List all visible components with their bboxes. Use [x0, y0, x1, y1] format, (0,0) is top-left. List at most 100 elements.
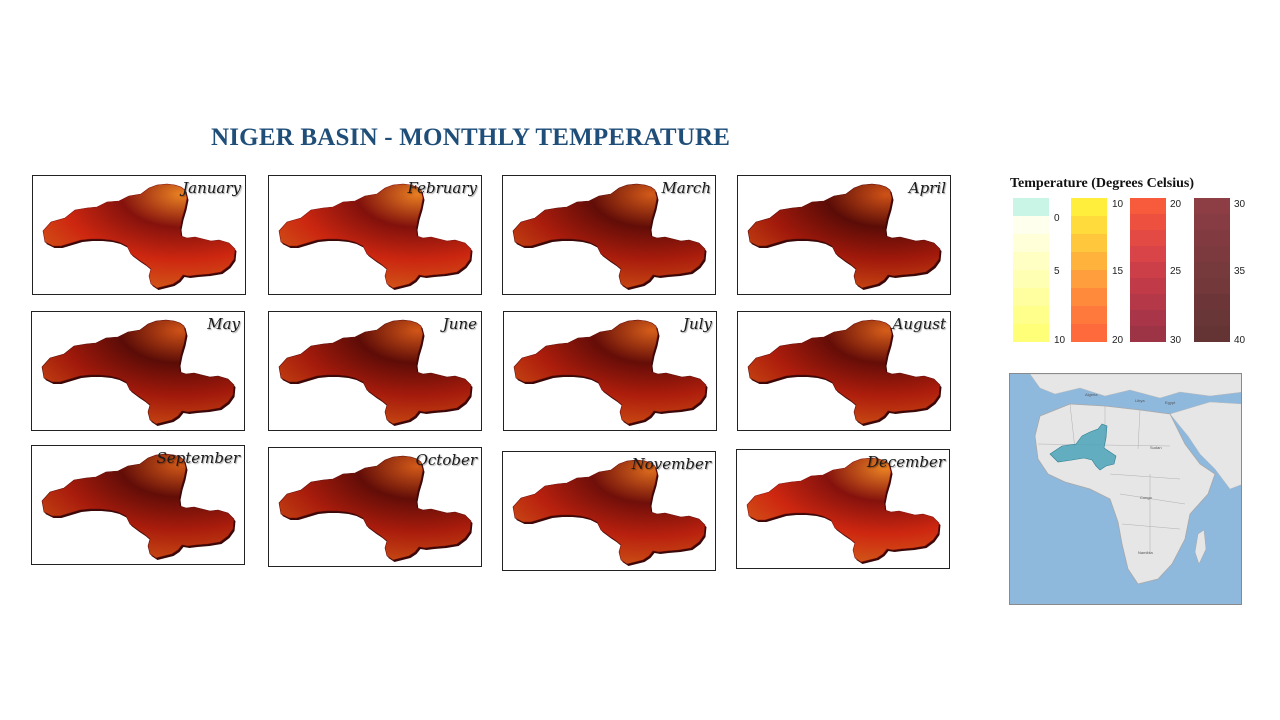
country-label: Algeria [1085, 392, 1098, 397]
month-panel: October [268, 447, 482, 567]
legend-tick-label: 10 [1112, 199, 1124, 210]
legend-tick-label: 5 [1054, 266, 1060, 277]
legend-swatch [1194, 214, 1230, 230]
legend-swatch [1013, 306, 1049, 324]
month-panel: July [503, 311, 717, 431]
legend-swatch [1071, 252, 1107, 270]
basin-map [513, 319, 708, 426]
legend-swatch [1194, 326, 1230, 342]
country-label: Libya [1135, 398, 1145, 403]
legend-tick-label: 35 [1234, 266, 1246, 277]
legend-column [1130, 198, 1166, 342]
legend-column [1071, 198, 1107, 342]
basin-map [747, 319, 942, 426]
basin-map [512, 459, 707, 566]
legend-swatch [1013, 324, 1049, 342]
legend-column [1194, 198, 1230, 342]
basin-map [747, 183, 942, 290]
legend-swatch [1130, 326, 1166, 342]
legend-swatch [1071, 270, 1107, 288]
legend-swatch [1071, 216, 1107, 234]
niger-basin-shape [41, 453, 235, 559]
country-label: Egypt [1165, 400, 1176, 405]
legend-tick-label: 30 [1234, 199, 1246, 210]
niger-basin-shape [747, 319, 941, 425]
legend-swatch [1194, 294, 1230, 310]
legend-swatch [1013, 270, 1049, 288]
month-panel: December [736, 449, 950, 569]
legend-swatch [1130, 246, 1166, 262]
legend-swatch [1130, 310, 1166, 326]
niger-basin-shape [512, 183, 706, 289]
legend-swatch [1194, 278, 1230, 294]
legend-swatch [1071, 288, 1107, 306]
niger-basin-shape [746, 457, 940, 563]
month-label: March [661, 179, 711, 197]
country-label: Namibia [1138, 550, 1153, 555]
basin-map [278, 183, 473, 290]
month-panel: March [502, 175, 716, 295]
month-panel: September [31, 445, 245, 565]
basin-map [512, 183, 707, 290]
legend-tick-label: 15 [1112, 266, 1124, 277]
legend-swatch [1013, 216, 1049, 234]
basin-map [746, 457, 941, 564]
madagascar [1194, 529, 1207, 565]
legend-swatch [1071, 198, 1107, 216]
month-label: October [415, 451, 477, 469]
legend-column [1013, 198, 1049, 342]
month-panel: February [268, 175, 482, 295]
legend-swatch [1130, 278, 1166, 294]
legend-tick-label: 20 [1112, 335, 1124, 346]
month-label: December [866, 453, 945, 471]
legend-tick-label: 20 [1170, 199, 1182, 210]
month-panel: August [737, 311, 951, 431]
country-label: Congo [1140, 495, 1153, 500]
month-label: July [683, 315, 712, 333]
month-label: June [442, 315, 477, 333]
month-label: August [892, 315, 946, 333]
legend-tick-label: 0 [1054, 213, 1060, 224]
niger-basin-highlight [1049, 423, 1117, 471]
legend-swatch [1194, 262, 1230, 278]
legend-swatch [1130, 214, 1166, 230]
map-title: NIGER BASIN - MONTHLY TEMPERATURE [211, 124, 731, 151]
niger-basin-shape [513, 319, 707, 425]
legend-swatch [1071, 324, 1107, 342]
legend-swatch [1013, 288, 1049, 306]
legend-tick-label: 25 [1170, 266, 1182, 277]
niger-basin-shape [747, 183, 941, 289]
month-label: April [908, 179, 946, 197]
month-panel: April [737, 175, 951, 295]
legend-swatch [1013, 234, 1049, 252]
legend-swatch [1013, 252, 1049, 270]
basin-map [41, 453, 236, 560]
legend-title: Temperature (Degrees Celsius) [1010, 176, 1195, 191]
legend-swatch [1013, 198, 1049, 216]
legend-swatch [1194, 198, 1230, 214]
legend-swatch [1071, 234, 1107, 252]
basin-map [41, 319, 236, 426]
month-panel: May [31, 311, 245, 431]
legend-tick-label: 10 [1054, 335, 1066, 346]
europe-landmass [1029, 374, 1241, 399]
africa-locator-map: Algeria Libya Egypt Sudan Congo Namibia [1009, 373, 1242, 605]
legend-swatch [1071, 306, 1107, 324]
arabia-landmass [1169, 401, 1241, 490]
legend-tick-label: 30 [1170, 335, 1182, 346]
niger-basin-shape [278, 183, 472, 289]
basin-map [278, 455, 473, 562]
legend-tick-label: 40 [1234, 335, 1246, 346]
month-label: September [156, 449, 240, 467]
legend-swatch [1194, 230, 1230, 246]
month-label: November [631, 455, 711, 473]
legend-swatch [1130, 198, 1166, 214]
niger-basin-shape [42, 183, 236, 289]
niger-basin-shape [41, 319, 235, 425]
month-label: February [407, 179, 478, 197]
niger-basin-shape [278, 319, 472, 425]
month-label: May [207, 315, 240, 333]
niger-basin-shape [512, 459, 706, 565]
month-label: January [182, 179, 241, 197]
africa-locator-svg: Algeria Libya Egypt Sudan Congo Namibia [1010, 374, 1241, 604]
